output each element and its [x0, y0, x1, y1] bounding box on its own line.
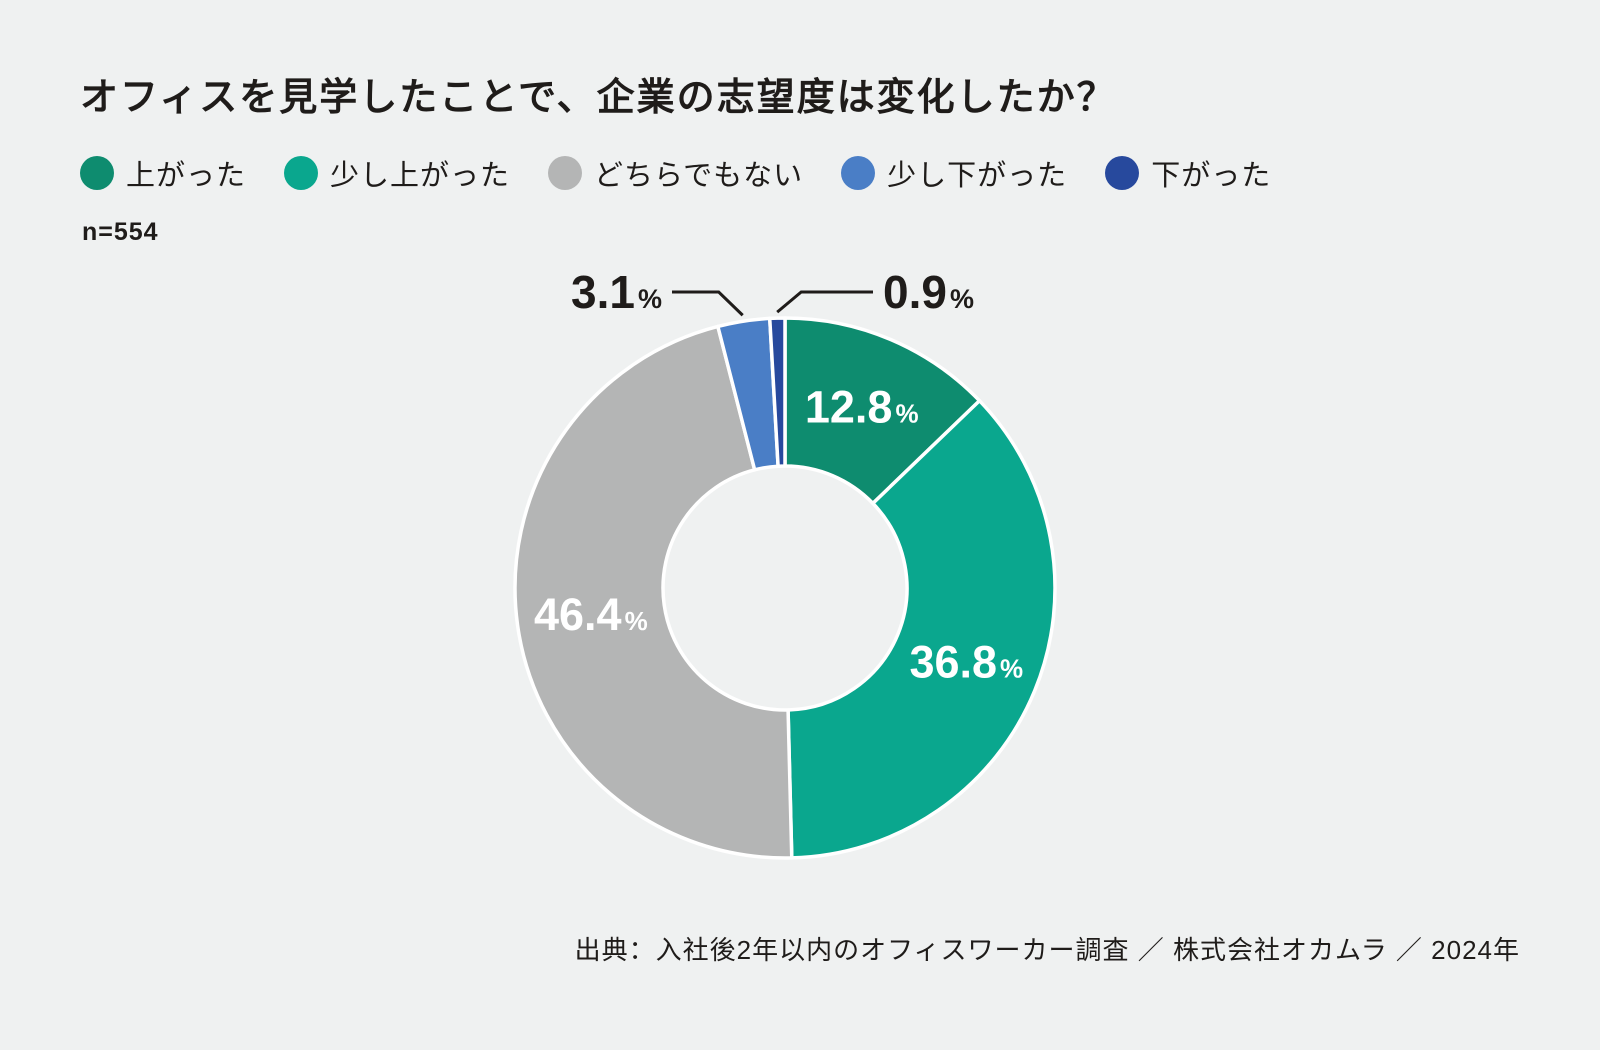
callout-leader-line [776, 290, 873, 314]
legend-label: どちらでもない [594, 160, 804, 192]
legend-label: 少し下がった [887, 160, 1068, 192]
legend-label: 上がった [126, 160, 247, 192]
slice-value-label: 3.1% [571, 266, 662, 318]
legend-label: 下がった [1151, 160, 1272, 192]
legend-item-1: 少し上がった [284, 152, 510, 194]
donut-slice-4 [767, 316, 787, 468]
legend-swatch-icon [1105, 156, 1140, 190]
legend-item-0: 上がった [80, 152, 246, 194]
slice-value-label: 36.8% [909, 636, 1023, 687]
legend-swatch-icon [80, 156, 114, 190]
legend-swatch-icon [284, 156, 319, 190]
slice-value-label: 0.9% [883, 266, 974, 318]
slice-value-label: 12.8% [805, 382, 919, 433]
donut-slice-2 [513, 324, 794, 860]
donut-slice-1 [786, 398, 1057, 860]
callout-leader-line [672, 290, 744, 317]
source-caption: 出典：入社後2年以内のオフィスワーカー調査 ／ 株式会社オカムラ ／ 2024年 [574, 935, 1520, 965]
slice-value-label: 46.4% [534, 589, 648, 640]
donut-chart-wrap: 12.8% 36.8% 46.4% 3.1% 0.9% [425, 258, 1145, 908]
legend-item-2: どちらでもない [548, 152, 803, 194]
legend-swatch-icon [548, 156, 583, 190]
legend-item-4: 下がった [1105, 152, 1271, 194]
legend-label: 少し上がった [330, 160, 511, 192]
legend-item-3: 少し下がった [841, 152, 1067, 194]
legend-swatch-icon [841, 156, 876, 190]
donut-slice-0 [783, 316, 982, 506]
donut-chart: 12.8 % 36.8 % 46.4 % 3.1% 0.9% [513, 266, 1057, 860]
sample-size-label: n=554 [82, 218, 159, 246]
legend: 上がった 少し上がった どちらでもない 少し下がった 下がった [80, 152, 1271, 194]
chart-title: オフィスを見学したことで、企業の志望度は変化したか？ [80, 77, 1117, 119]
